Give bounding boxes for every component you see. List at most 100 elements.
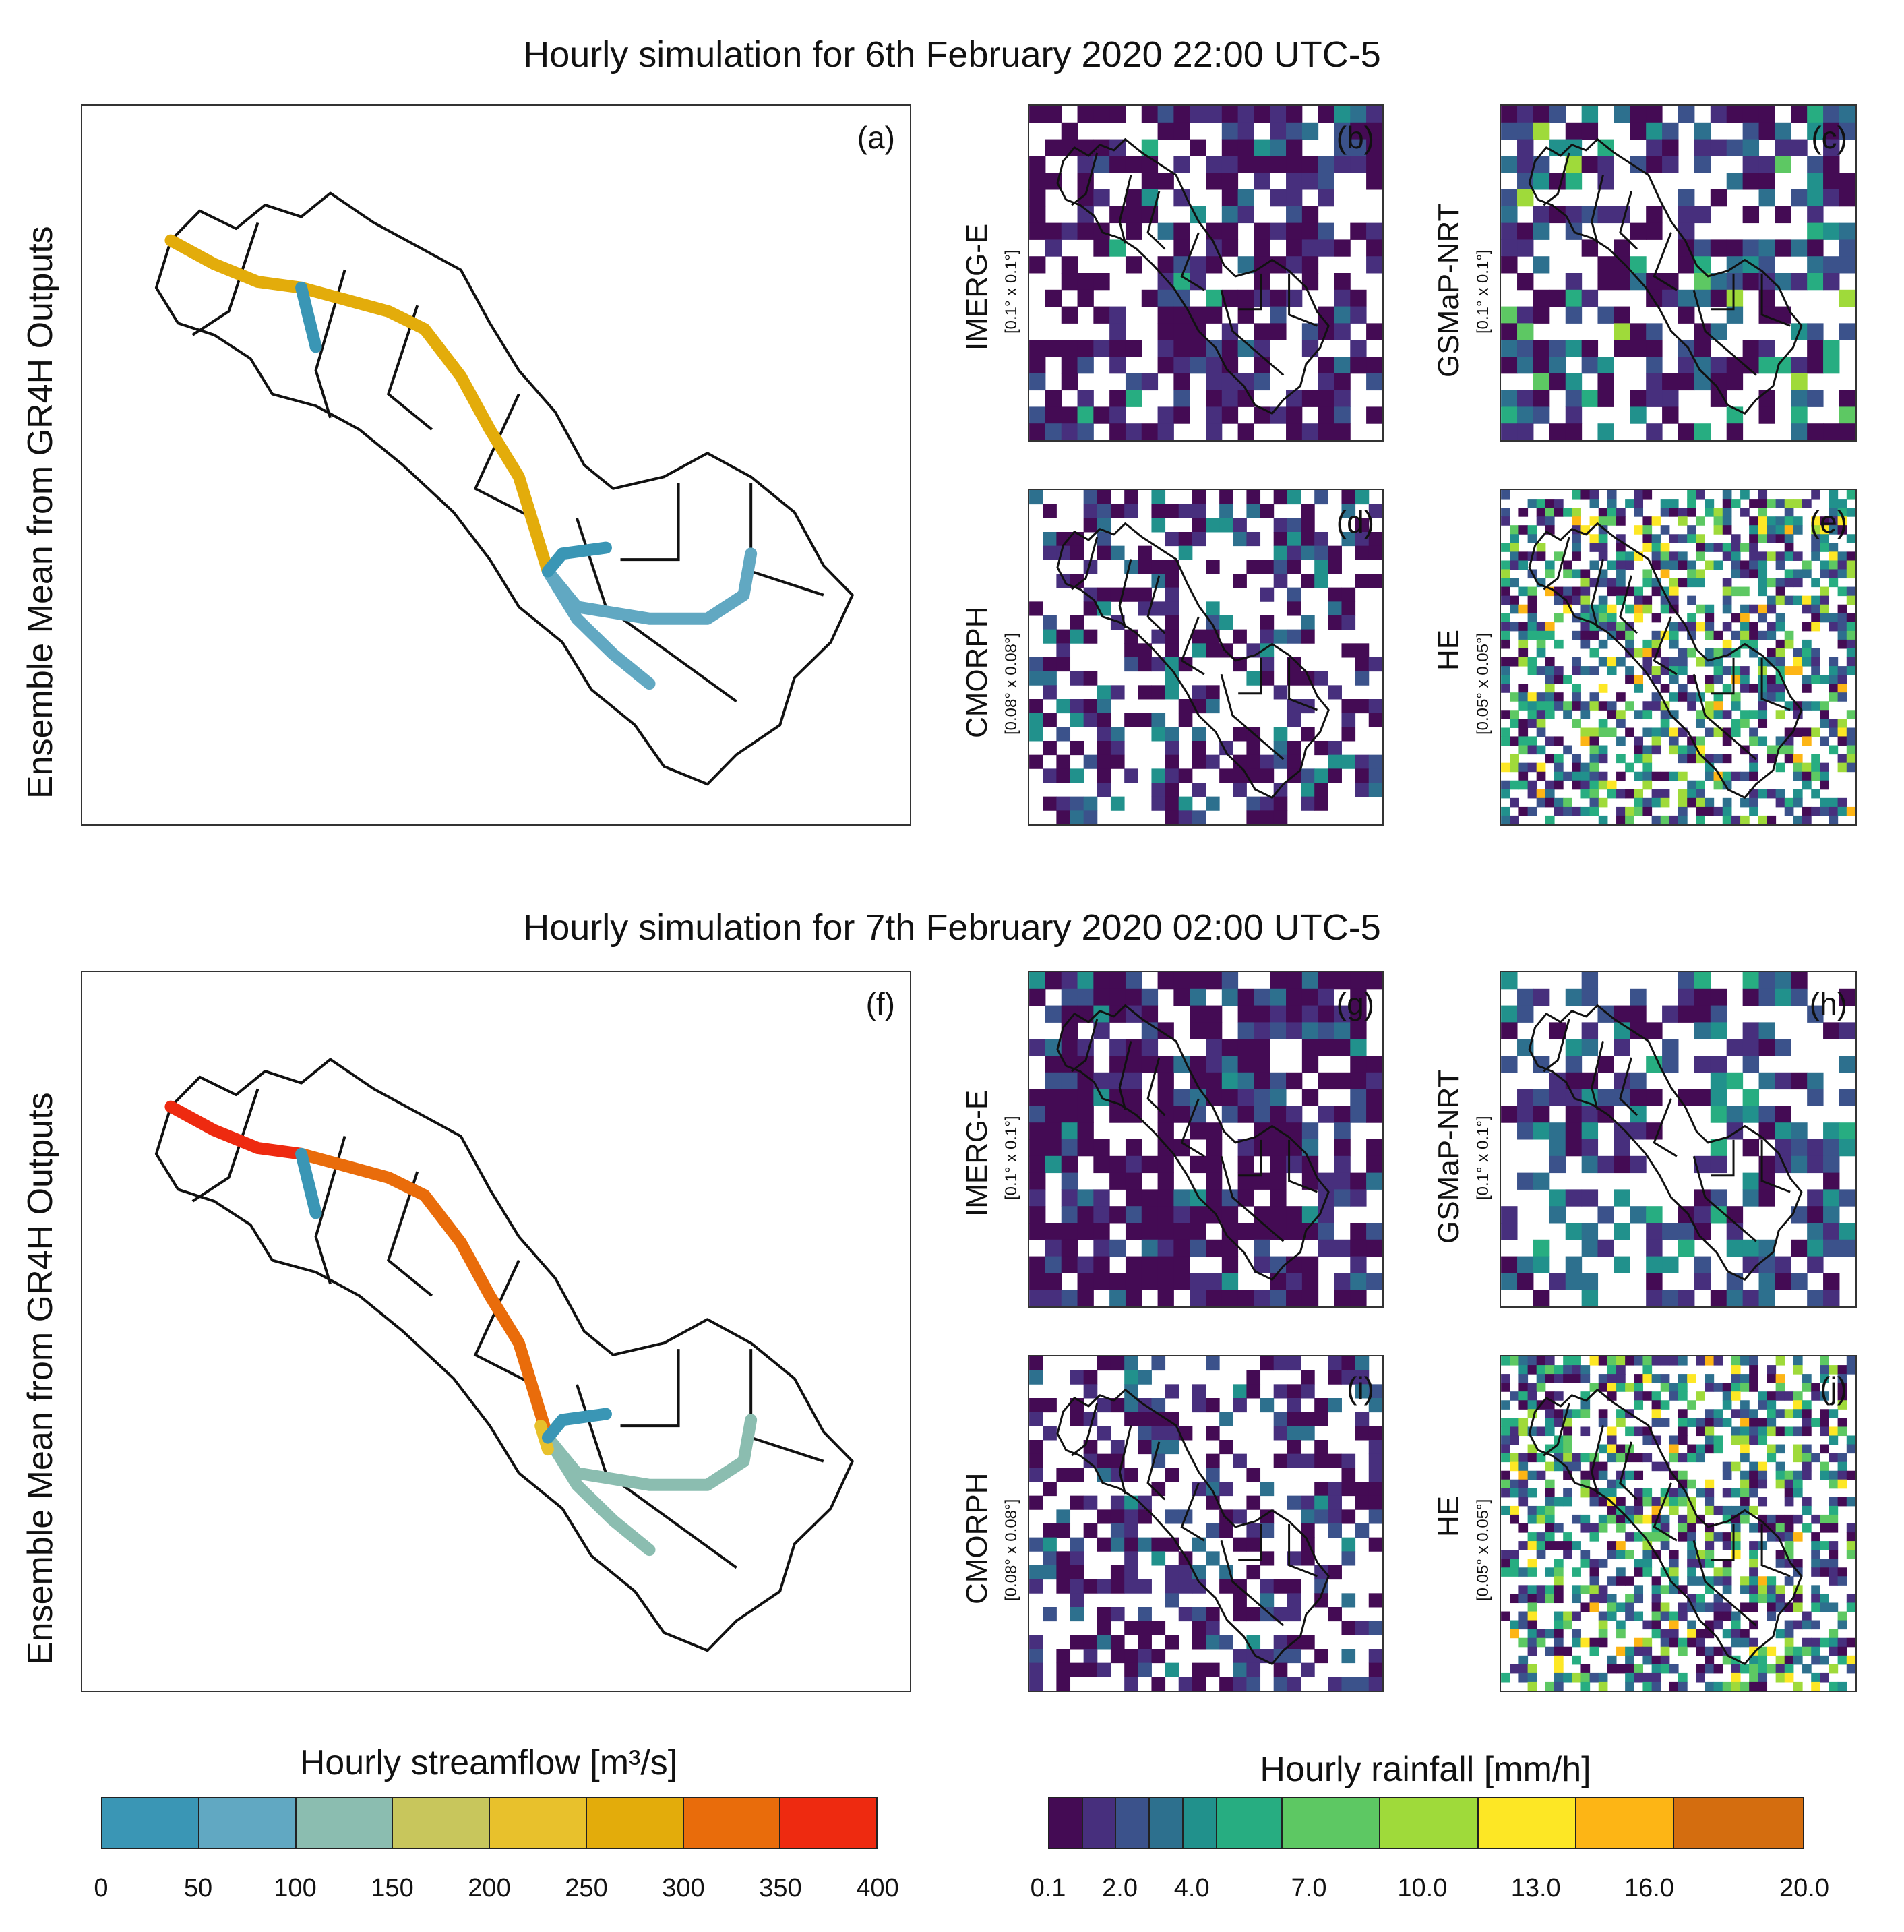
rainfall-cell bbox=[1138, 560, 1152, 574]
rainfall-cell bbox=[1807, 206, 1824, 224]
rainfall-cell bbox=[1820, 543, 1829, 552]
rainfall-cell bbox=[1607, 1655, 1617, 1665]
rainfall-cell bbox=[1616, 1374, 1626, 1383]
rainfall-cell bbox=[1287, 601, 1301, 616]
rainfall-cell bbox=[1634, 710, 1644, 719]
rainfall-cell bbox=[1634, 525, 1644, 535]
rainfall-cell bbox=[1687, 797, 1696, 808]
rainfall-cell bbox=[1355, 490, 1370, 505]
rainfall-cell bbox=[1510, 560, 1520, 570]
rainfall-cell bbox=[1767, 1391, 1777, 1401]
rainfall-cell bbox=[1607, 1479, 1617, 1489]
rainfall-cell bbox=[1642, 762, 1653, 773]
rainfall-cell bbox=[1328, 685, 1342, 700]
rainfall-cell bbox=[1651, 1391, 1661, 1401]
rainfall-cell bbox=[1192, 1662, 1206, 1677]
rainfall-cell bbox=[1726, 106, 1744, 123]
rainfall-cell bbox=[1589, 1585, 1599, 1594]
rainfall-cell bbox=[1056, 1579, 1071, 1594]
rainfall-cell bbox=[1742, 122, 1760, 140]
rainfall-cell bbox=[1758, 499, 1768, 508]
rainfall-cell bbox=[1334, 390, 1351, 407]
rainfall-cell bbox=[1694, 1273, 1711, 1290]
rainfall-cell bbox=[1660, 499, 1670, 508]
rainfall-cell bbox=[1793, 1646, 1803, 1656]
rainfall-cell bbox=[1368, 1468, 1382, 1482]
rainfall-cell bbox=[1554, 736, 1564, 746]
rainfall-cell bbox=[1660, 525, 1670, 535]
rainfall-cell bbox=[1190, 1223, 1206, 1240]
rainfall-cell bbox=[1138, 1607, 1152, 1622]
rainfall-cell bbox=[1820, 604, 1829, 614]
rainfall-cell bbox=[1061, 1139, 1078, 1157]
rainfall-cell bbox=[1775, 797, 1785, 808]
rainfall-cell bbox=[1138, 1370, 1152, 1385]
rainfall-cell bbox=[1580, 1374, 1591, 1383]
rainfall-cell bbox=[1237, 423, 1254, 440]
rainfall-cell bbox=[1775, 613, 1785, 623]
rainfall-cell bbox=[1837, 762, 1847, 773]
rainfall-cell bbox=[1124, 1537, 1138, 1552]
rainfall-cell bbox=[1083, 601, 1098, 616]
rainfall-cell bbox=[1616, 1567, 1626, 1577]
rainfall-cell bbox=[1501, 1488, 1510, 1498]
rainfall-cell bbox=[1775, 1122, 1791, 1140]
rainfall-cell bbox=[1045, 1005, 1062, 1023]
rainfall-cell bbox=[1254, 106, 1270, 123]
subbasin-boundary bbox=[1220, 1155, 1285, 1242]
rainfall-cell bbox=[1823, 1155, 1840, 1174]
rainfall-cell bbox=[1501, 189, 1518, 207]
rainfall-cell bbox=[1192, 1635, 1206, 1650]
rainfall-cell bbox=[1713, 560, 1723, 570]
rainfall-cell bbox=[1616, 1453, 1626, 1463]
rainfall-cell bbox=[1775, 1383, 1785, 1392]
rainfall-cell bbox=[1580, 1664, 1591, 1674]
rainfall-cell bbox=[1598, 1444, 1608, 1454]
rainfall-cell bbox=[1273, 1384, 1288, 1399]
rainfall-cell bbox=[1722, 1461, 1732, 1472]
rainfall-cell bbox=[1077, 156, 1094, 173]
rainfall-cell bbox=[1598, 613, 1608, 623]
panel-letter: (f) bbox=[865, 986, 895, 1021]
rainfall-cell bbox=[1793, 1444, 1803, 1454]
subbasin-boundary bbox=[1180, 1098, 1205, 1157]
rainfall-cell bbox=[1301, 239, 1319, 257]
rainfall-cell bbox=[1318, 1039, 1334, 1056]
rainfall-cell bbox=[1839, 1022, 1855, 1039]
rainfall-cell bbox=[1614, 239, 1630, 257]
rainfall-cell bbox=[1157, 1189, 1174, 1207]
rainfall-cell bbox=[1355, 1412, 1370, 1426]
rainfall-cell bbox=[1811, 534, 1820, 543]
rainfall-cell bbox=[1554, 675, 1564, 684]
rainfall-cell bbox=[1527, 666, 1537, 675]
rainfall-cell bbox=[1563, 1532, 1572, 1542]
rainfall-cell bbox=[1125, 1290, 1142, 1306]
rainfall-cell bbox=[1083, 518, 1098, 533]
ensemble-label-top: Ensemble Mean from GR4H Outputs bbox=[21, 226, 60, 799]
rainfall-cell bbox=[1178, 1565, 1193, 1580]
rainfall-cell bbox=[1742, 206, 1760, 224]
rainfall-cell bbox=[1270, 1072, 1287, 1090]
rainfall-cell bbox=[1811, 578, 1820, 588]
rainfall-cell bbox=[1687, 1637, 1696, 1648]
rainfall-cell bbox=[1124, 713, 1138, 727]
rainfall-cell bbox=[1233, 1384, 1247, 1399]
rainfall-cell bbox=[1837, 1576, 1847, 1586]
rainfall-cell bbox=[1077, 273, 1094, 291]
rainfall-cell bbox=[1273, 1635, 1288, 1650]
rainfall-cell bbox=[1554, 1391, 1564, 1401]
rainfall-cell bbox=[1221, 156, 1239, 173]
rainfall-cell bbox=[1696, 719, 1705, 728]
rainfall-cell bbox=[1642, 639, 1653, 649]
rainfall-cell bbox=[1563, 1646, 1572, 1656]
rainfall-cell bbox=[1660, 789, 1670, 799]
rainfall-cell bbox=[1527, 719, 1537, 728]
rainfall-cell bbox=[1501, 1550, 1510, 1559]
rainfall-cell bbox=[1722, 578, 1732, 588]
rainfall-cell bbox=[1598, 1523, 1608, 1533]
rainfall-cell bbox=[1110, 1523, 1125, 1538]
rainfall-cell bbox=[1097, 741, 1111, 756]
rainfall-cell bbox=[1820, 1356, 1829, 1366]
rainfall-cell bbox=[1563, 797, 1572, 808]
rainfall-cell bbox=[1731, 1620, 1741, 1630]
